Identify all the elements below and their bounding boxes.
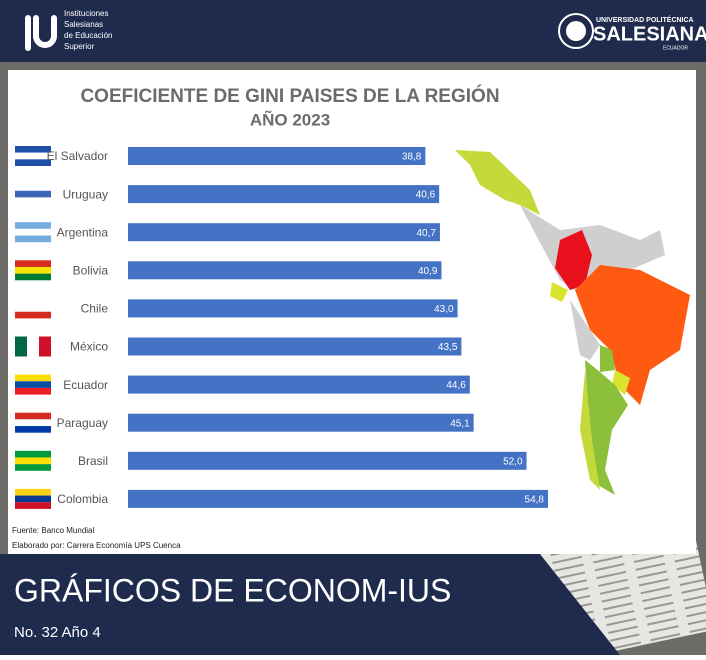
category-label: Paraguay (57, 416, 108, 430)
category-label: El Salvador (47, 149, 108, 163)
flag (15, 197, 51, 205)
flag (15, 502, 51, 509)
flag (15, 450, 51, 458)
category-label: México (70, 340, 108, 354)
category-label: Colombia (57, 492, 108, 506)
map (455, 150, 690, 495)
source: Fuente: Banco Mundial (12, 526, 94, 535)
header-bar (0, 0, 706, 62)
ups-top: UNIVERSIDAD POLITÉCNICA (596, 15, 694, 24)
flag (15, 260, 51, 267)
bar (128, 147, 426, 165)
flag (15, 464, 51, 471)
category-label: Argentina (57, 225, 109, 239)
logo-text: Salesianas (64, 20, 103, 29)
category-label: Ecuador (63, 378, 108, 392)
value-label: 52,0 (503, 456, 523, 467)
ups-country: ECUADOR (663, 45, 688, 51)
flag (27, 336, 39, 357)
flag (15, 374, 51, 382)
flag (15, 266, 51, 274)
value-label: 43,5 (438, 342, 458, 353)
flag (15, 298, 51, 306)
flag (15, 222, 51, 229)
flag (15, 159, 51, 166)
bar (128, 413, 474, 432)
bar (128, 299, 458, 318)
category-label: Uruguay (63, 187, 108, 201)
ise-logo (25, 15, 57, 51)
credit: Elaborado por: Carrera Economía UPS Cuen… (12, 541, 181, 550)
flag (15, 387, 51, 395)
footer-bar (0, 554, 620, 655)
value-label: 40,9 (418, 266, 438, 277)
bar (128, 451, 527, 470)
value-label: 43,0 (434, 304, 454, 315)
bar (128, 337, 462, 356)
category-label: Chile (81, 302, 109, 316)
value-label: 40,6 (416, 190, 436, 201)
flag (15, 419, 51, 427)
bar (128, 375, 470, 394)
logo-text: Instituciones (64, 9, 108, 18)
flag (15, 305, 51, 312)
value-label: 44,6 (446, 380, 466, 391)
category-label: Brasil (78, 454, 108, 468)
category-label: Bolivia (73, 263, 109, 277)
flag (15, 426, 51, 433)
flag (15, 457, 51, 465)
flag (15, 152, 51, 160)
flag (15, 311, 51, 319)
flag (15, 146, 51, 153)
flag (15, 488, 51, 496)
flag (15, 412, 51, 420)
flag (15, 184, 51, 191)
bar (128, 223, 440, 242)
chart-title: COEFICIENTE DE GINI PAISES DE LA REGIÓN (80, 85, 499, 107)
chart-subtitle: AÑO 2023 (250, 109, 330, 129)
flag (15, 336, 27, 357)
value-label: 40,7 (416, 228, 436, 239)
flag (15, 228, 51, 236)
flag (15, 190, 51, 198)
footer-issue: No. 32 Año 4 (14, 624, 101, 641)
bar (128, 185, 440, 204)
bar (128, 261, 442, 280)
flag (39, 336, 51, 357)
flag (15, 495, 51, 503)
value-label: 38,8 (402, 152, 422, 163)
ups-seal (558, 13, 594, 49)
value-label: 54,8 (525, 495, 545, 506)
bar (128, 489, 548, 508)
value-label: 45,1 (450, 418, 470, 429)
flag (15, 381, 51, 388)
logo-text: de Educación (64, 31, 112, 40)
flag (15, 235, 51, 243)
ups-name: SALESIANA (593, 23, 706, 45)
ups-seal (566, 21, 586, 41)
logo-text: Superior (64, 42, 95, 51)
footer-title: GRÁFICOS DE ECONOM-IUS (14, 572, 451, 608)
flag (15, 273, 51, 281)
